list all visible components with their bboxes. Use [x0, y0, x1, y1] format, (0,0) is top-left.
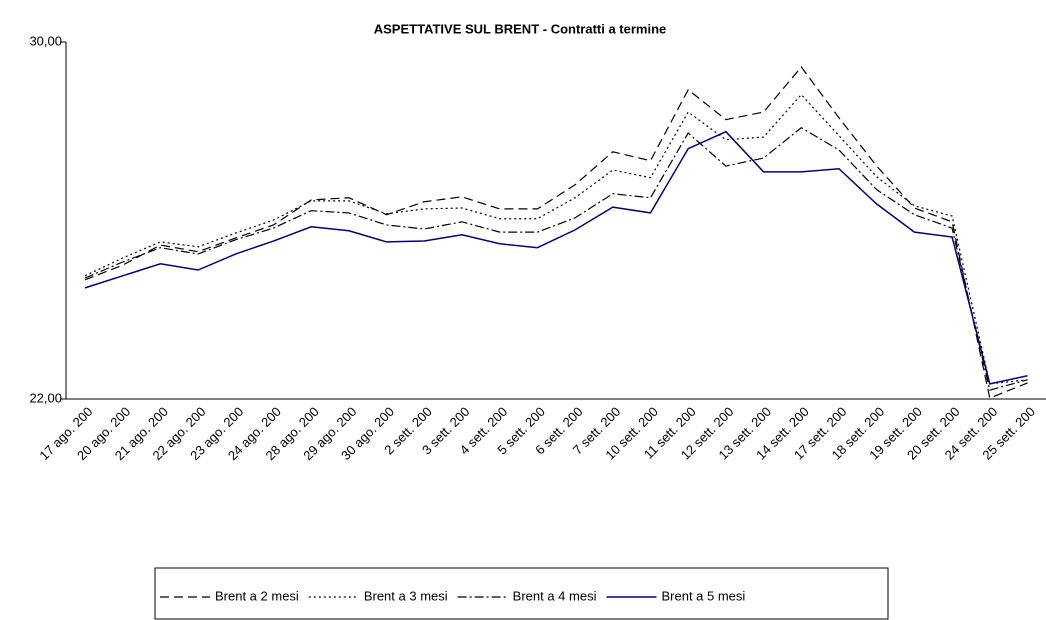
legend-label: Brent a 3 mesi — [364, 588, 448, 603]
legend — [154, 567, 889, 620]
series-line — [84, 93, 1028, 385]
series-line — [84, 126, 1028, 391]
chart-title: ASPETTATIVE SUL BRENT - Contratti a term… — [374, 21, 667, 36]
y-tick-label: 22,00 — [29, 390, 62, 405]
y-tick-label: 30,00 — [29, 33, 62, 48]
series-line — [84, 130, 1028, 385]
legend-label: Brent a 2 mesi — [215, 588, 299, 603]
legend-label: Brent a 4 mesi — [513, 588, 597, 603]
legend-label: Brent a 5 mesi — [661, 588, 745, 603]
series-line — [84, 66, 1028, 399]
